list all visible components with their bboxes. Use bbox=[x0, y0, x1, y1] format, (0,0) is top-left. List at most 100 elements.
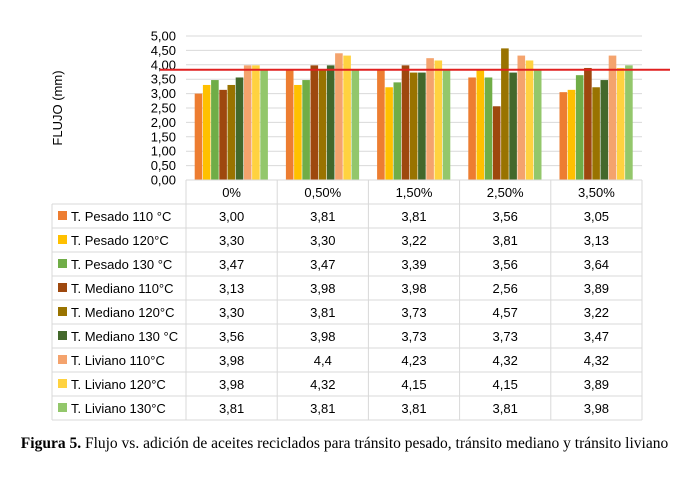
y-tick-label: 5,00 bbox=[151, 29, 176, 44]
bar bbox=[509, 72, 517, 180]
bar bbox=[418, 72, 426, 180]
data-label: 3,89 bbox=[584, 377, 609, 392]
data-label: 3,56 bbox=[493, 209, 518, 224]
bar bbox=[219, 89, 227, 180]
bar bbox=[335, 53, 343, 180]
bar bbox=[426, 58, 434, 181]
data-label: 3,81 bbox=[401, 209, 426, 224]
bar bbox=[351, 70, 360, 180]
bar bbox=[393, 82, 402, 180]
data-label: 3,98 bbox=[219, 377, 244, 392]
legend-swatch bbox=[58, 283, 67, 292]
data-label: 3,98 bbox=[310, 281, 335, 296]
x-category-label: 0% bbox=[222, 185, 241, 200]
chart: 0,00 0,50 1,00 1,50 2,00 2,50 3,00 3,50 4,00 4,50… bbox=[50, 29, 670, 421]
bar bbox=[492, 106, 501, 180]
bar bbox=[442, 70, 451, 180]
bar bbox=[584, 67, 592, 180]
x-category-label: 2,50% bbox=[487, 185, 524, 200]
data-label: 3,47 bbox=[219, 257, 244, 272]
data-label: 4,4 bbox=[314, 353, 332, 368]
bar bbox=[567, 89, 576, 180]
data-label: 3,05 bbox=[584, 209, 609, 224]
bar bbox=[326, 65, 335, 180]
legend-swatch bbox=[58, 355, 67, 364]
data-label: 3,13 bbox=[219, 281, 244, 296]
data-label: 3,73 bbox=[401, 305, 426, 320]
data-label: 3,22 bbox=[584, 305, 609, 320]
data-label: 3,56 bbox=[219, 329, 244, 344]
figure-caption: Figura 5. Flujo vs. adición de aceites r… bbox=[0, 434, 689, 454]
legend-swatch bbox=[58, 211, 67, 220]
y-tick-label: 2,00 bbox=[151, 115, 176, 130]
legend-entry: T. Mediano 130 °C bbox=[71, 329, 178, 344]
bar bbox=[202, 84, 211, 180]
bar bbox=[517, 55, 526, 180]
data-label: 3,22 bbox=[401, 233, 426, 248]
data-label: 3,98 bbox=[401, 281, 426, 296]
legend-entry: T. Liviano 130°C bbox=[71, 401, 166, 416]
legend-swatch bbox=[58, 259, 67, 268]
data-label: 3,73 bbox=[401, 329, 426, 344]
data-label: 3,47 bbox=[310, 257, 335, 272]
bar bbox=[243, 65, 252, 180]
legend-swatch bbox=[58, 379, 67, 388]
bar bbox=[294, 84, 302, 180]
bar bbox=[434, 60, 443, 181]
x-category-label: 3,50% bbox=[578, 185, 615, 200]
data-label: 3,81 bbox=[493, 233, 518, 248]
bar bbox=[194, 93, 203, 180]
data-label: 3,98 bbox=[584, 401, 609, 416]
bar bbox=[409, 72, 418, 180]
data-label: 3,81 bbox=[401, 401, 426, 416]
bar bbox=[625, 65, 633, 180]
data-label: 3,00 bbox=[219, 209, 244, 224]
bar bbox=[310, 65, 319, 180]
legend-entry: T. Pesado 110 °C bbox=[71, 209, 171, 224]
y-tick-label: 4,00 bbox=[151, 57, 176, 72]
legend-swatch bbox=[58, 235, 67, 244]
bar bbox=[476, 70, 485, 180]
data-label: 3,30 bbox=[219, 233, 244, 248]
caption-label: Figura 5. bbox=[20, 435, 82, 452]
data-label: 3,81 bbox=[310, 305, 335, 320]
data-label: 4,23 bbox=[401, 353, 426, 368]
data-label: 3,98 bbox=[219, 353, 244, 368]
bar bbox=[385, 87, 393, 180]
legend-swatch bbox=[58, 307, 67, 316]
data-label: 3,13 bbox=[584, 233, 609, 248]
legend-entry: T. Liviano 110°C bbox=[71, 353, 165, 368]
bar bbox=[318, 70, 327, 180]
data-label: 3,30 bbox=[219, 305, 244, 320]
bar bbox=[600, 80, 609, 180]
y-tick-label: 3,00 bbox=[151, 86, 176, 101]
data-label: 3,73 bbox=[493, 329, 518, 344]
legend-entry: T. Mediano 110°C bbox=[71, 281, 174, 296]
chart-svg: 0,000,501,001,502,002,503,003,504,004,50… bbox=[50, 29, 670, 421]
x-category-label: 1,50% bbox=[396, 185, 433, 200]
data-label: 3,98 bbox=[310, 329, 335, 344]
data-label: 4,32 bbox=[584, 353, 609, 368]
bar bbox=[235, 77, 244, 180]
bar bbox=[260, 70, 268, 180]
bar bbox=[616, 67, 625, 180]
y-axis-title: FLUJO (mm) bbox=[50, 70, 65, 145]
bar bbox=[525, 60, 534, 181]
bar bbox=[285, 70, 294, 180]
data-label: 3,47 bbox=[584, 329, 609, 344]
bar bbox=[227, 84, 236, 180]
y-tick-label: 1,50 bbox=[151, 129, 176, 144]
bar bbox=[501, 48, 509, 180]
caption-text: Flujo vs. adición de aceites reciclados … bbox=[81, 435, 669, 452]
y-tick-label: 1,00 bbox=[151, 144, 176, 159]
legend-swatch bbox=[58, 403, 67, 412]
y-tick-label: 4,50 bbox=[151, 43, 176, 58]
bar bbox=[302, 80, 310, 180]
data-label: 4,57 bbox=[493, 305, 518, 320]
data-label: 4,15 bbox=[493, 377, 518, 392]
bar bbox=[559, 92, 568, 180]
y-tick-label: 0,00 bbox=[151, 173, 176, 188]
data-label: 3,81 bbox=[493, 401, 518, 416]
bar bbox=[484, 77, 493, 180]
bar bbox=[592, 87, 600, 180]
